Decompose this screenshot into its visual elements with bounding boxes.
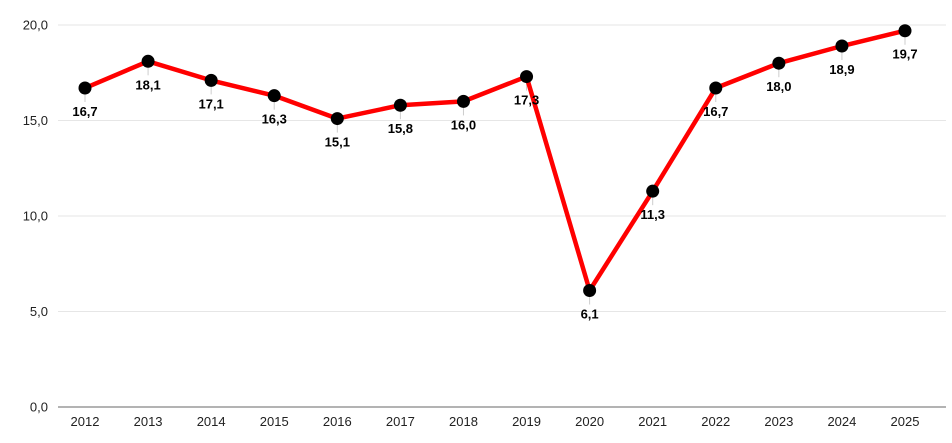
- data-point: [456, 94, 470, 108]
- data-point-label: 6,1: [581, 306, 599, 321]
- x-tick-label: 2015: [260, 414, 289, 429]
- data-point-label: 15,1: [325, 135, 350, 150]
- data-point: [393, 98, 407, 112]
- x-tick-label: 2020: [575, 414, 604, 429]
- x-tick-label: 2025: [891, 414, 920, 429]
- x-tick-label: 2014: [197, 414, 226, 429]
- data-point-label: 16,3: [262, 112, 287, 127]
- data-point: [204, 73, 218, 87]
- x-tick-label: 2018: [449, 414, 478, 429]
- x-tick-label: 2016: [323, 414, 352, 429]
- x-tick-label: 2024: [827, 414, 856, 429]
- data-point-label: 16,7: [703, 104, 728, 119]
- data-point: [330, 112, 344, 126]
- y-tick-label: 15,0: [23, 113, 48, 128]
- x-tick-label: 2013: [134, 414, 163, 429]
- x-tick-label: 2017: [386, 414, 415, 429]
- data-point-label: 16,0: [451, 117, 476, 132]
- data-point: [772, 56, 786, 70]
- series-line: [82, 28, 908, 293]
- data-point-label: 18,1: [135, 77, 160, 92]
- data-point-label: 17,3: [514, 93, 539, 108]
- data-point-label: 15,8: [388, 121, 413, 136]
- y-tick-label: 20,0: [23, 18, 48, 33]
- y-tick-label: 0,0: [30, 400, 48, 415]
- data-point: [78, 81, 92, 95]
- data-point: [709, 81, 723, 95]
- data-point: [520, 70, 534, 84]
- data-point-label: 16,7: [72, 104, 97, 119]
- x-tick-label: 2021: [638, 414, 667, 429]
- data-point: [835, 39, 849, 53]
- x-tick-label: 2023: [764, 414, 793, 429]
- data-point-label: 18,0: [766, 79, 791, 94]
- x-tick-label: 2022: [701, 414, 730, 429]
- x-tick-label: 2012: [71, 414, 100, 429]
- data-point-label: 18,9: [829, 62, 854, 77]
- data-point-label: 17,1: [198, 96, 223, 111]
- data-point: [646, 184, 660, 198]
- data-point-label: 19,7: [892, 47, 917, 62]
- data-point-label: 11,3: [640, 207, 665, 222]
- data-point: [267, 89, 281, 103]
- data-point: [898, 24, 912, 38]
- y-tick-label: 10,0: [23, 209, 48, 224]
- x-tick-label: 2019: [512, 414, 541, 429]
- data-point: [583, 283, 597, 297]
- y-tick-label: 5,0: [30, 304, 48, 319]
- data-point: [141, 54, 155, 68]
